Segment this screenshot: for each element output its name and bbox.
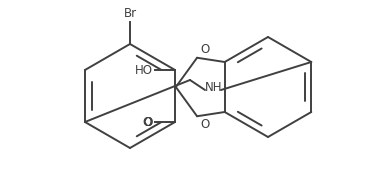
Text: O: O: [200, 43, 209, 56]
Text: methoxy: methoxy: [141, 121, 147, 122]
Text: HO: HO: [135, 64, 153, 76]
Text: O: O: [144, 116, 153, 128]
Text: O: O: [200, 118, 209, 131]
Text: O: O: [144, 116, 153, 128]
Text: O: O: [143, 116, 152, 128]
Text: NH: NH: [205, 81, 223, 94]
Text: methoxy: methoxy: [96, 116, 148, 128]
Text: Br: Br: [124, 7, 136, 20]
